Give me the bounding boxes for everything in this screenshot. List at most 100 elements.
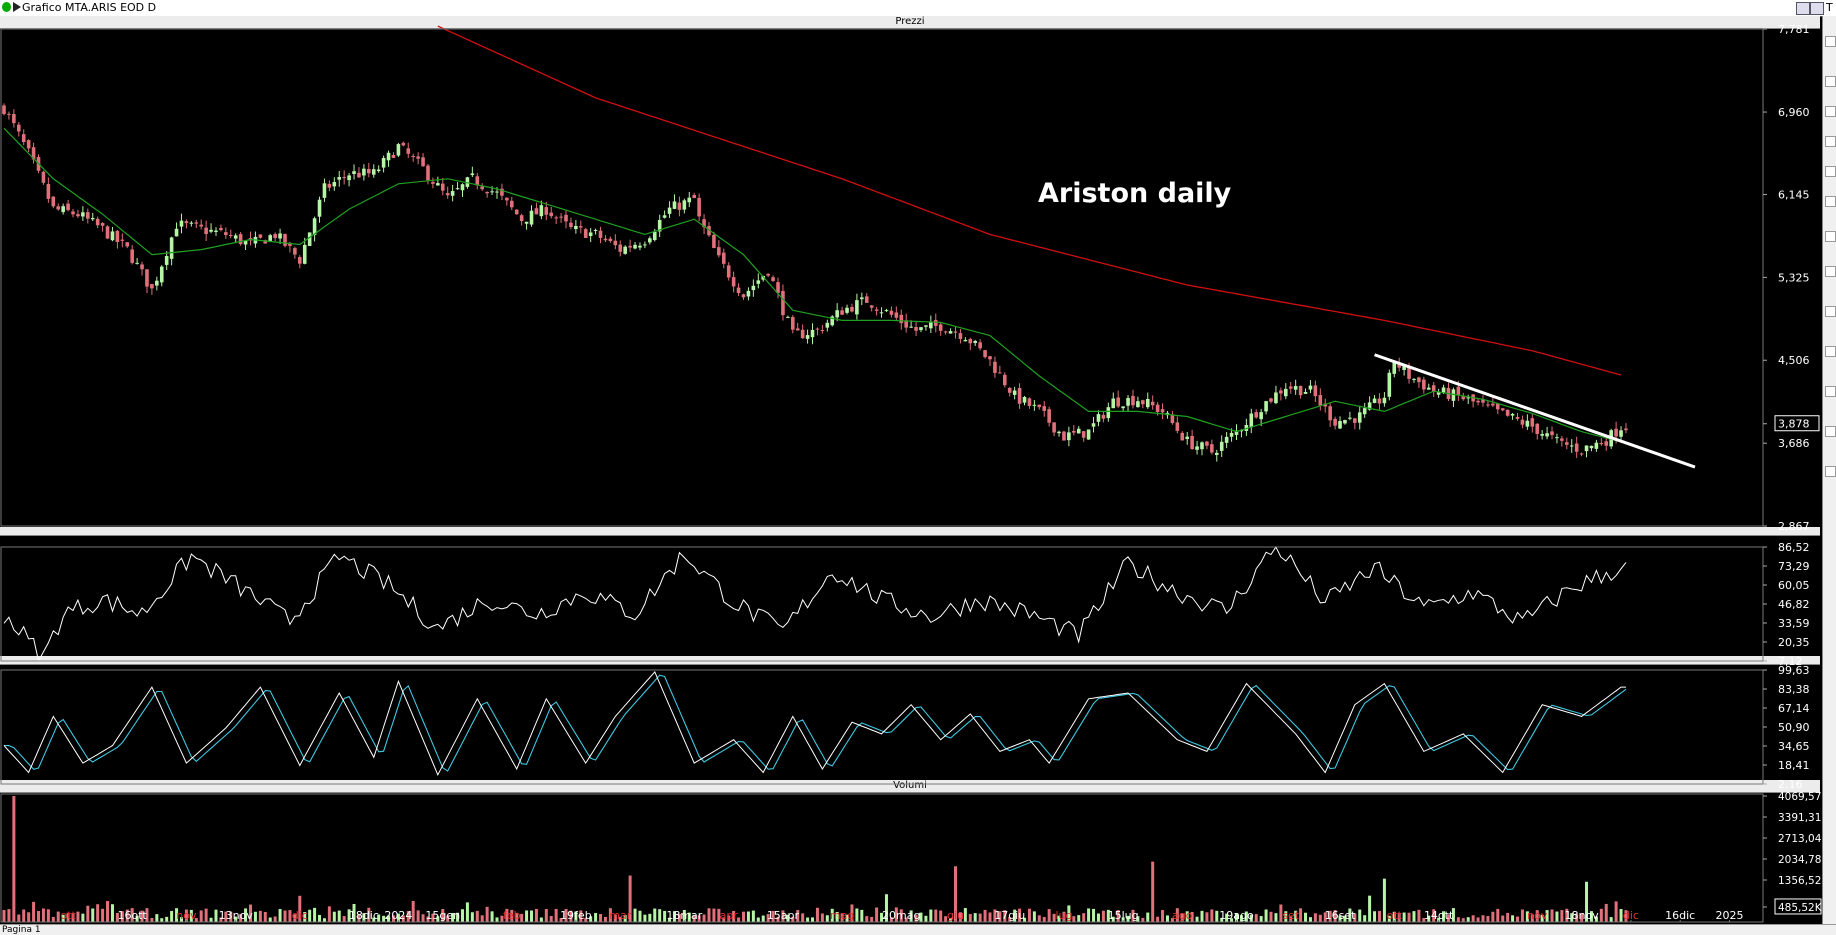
candle-body bbox=[130, 249, 134, 263]
candle-body bbox=[741, 294, 746, 298]
volume-bar bbox=[165, 916, 169, 922]
candle-body bbox=[983, 350, 987, 358]
candle-body bbox=[909, 326, 913, 328]
volume-bar bbox=[643, 914, 647, 922]
candle-body bbox=[376, 169, 381, 172]
candle-body bbox=[1614, 428, 1618, 437]
candle-body bbox=[1545, 433, 1549, 437]
x-tick-label: 20mag bbox=[882, 909, 920, 922]
volume-bar bbox=[1289, 916, 1293, 922]
candle-body bbox=[1481, 399, 1485, 403]
candle-body bbox=[978, 342, 982, 349]
candle-body bbox=[440, 183, 445, 191]
toolbar-button-6[interactable] bbox=[1825, 196, 1836, 207]
volume-bar bbox=[1353, 913, 1357, 922]
candle-body bbox=[110, 231, 115, 241]
candle-body bbox=[608, 238, 613, 242]
volume-bar bbox=[387, 915, 391, 922]
volume-bar bbox=[441, 909, 445, 922]
volume-bar bbox=[234, 916, 238, 922]
volume-panel-header[interactable]: Volumi bbox=[0, 780, 1820, 793]
candle-body bbox=[1362, 408, 1367, 415]
volume-bar bbox=[904, 917, 908, 922]
toolbar-button-13[interactable] bbox=[1825, 466, 1836, 477]
candle-body bbox=[1254, 412, 1259, 418]
volume-bar bbox=[1121, 917, 1125, 922]
osc1-panel-divider[interactable] bbox=[0, 527, 1820, 536]
candle-body bbox=[140, 264, 144, 270]
x-tick-label: nov bbox=[176, 909, 197, 922]
osc2-tick-label: 99,63 bbox=[1778, 664, 1810, 677]
app-status-icon bbox=[2, 2, 11, 12]
candle-body bbox=[421, 157, 425, 167]
volume-bar bbox=[490, 911, 494, 922]
volume-bar bbox=[944, 916, 948, 922]
chart-canvas[interactable]: 7,781 6,960 6,145 5,325 4,506 3,878 3,686 2,867… bbox=[0, 16, 1836, 924]
volume-bar bbox=[983, 909, 987, 922]
volume-bar bbox=[899, 909, 903, 922]
trendline[interactable] bbox=[1374, 353, 1696, 469]
volume-bar bbox=[1323, 912, 1327, 922]
volume-bar bbox=[653, 908, 657, 922]
toolbar-button-7[interactable] bbox=[1825, 231, 1836, 242]
candle-body bbox=[795, 328, 800, 331]
candle-body bbox=[879, 312, 884, 314]
volume-bar bbox=[1052, 913, 1056, 922]
toolbar-button-2[interactable] bbox=[1825, 76, 1836, 87]
volume-bar bbox=[1037, 915, 1041, 922]
play-arrow-icon[interactable] bbox=[13, 2, 21, 12]
minimize-button[interactable] bbox=[1796, 2, 1810, 15]
osc1-tick-label: 7,12 bbox=[1778, 655, 1803, 668]
candle-body bbox=[1456, 386, 1461, 395]
maximize-button[interactable] bbox=[1810, 2, 1824, 15]
candle-body bbox=[933, 320, 938, 326]
volume-bar bbox=[929, 909, 933, 922]
toolbar-button-4[interactable] bbox=[1825, 136, 1836, 147]
osc1-tick-label: 46,82 bbox=[1778, 598, 1810, 611]
candle-body bbox=[820, 330, 825, 332]
volume-bar bbox=[1003, 910, 1007, 922]
volume-bar bbox=[1412, 911, 1416, 922]
chart-title: Ariston daily bbox=[1038, 178, 1232, 209]
toolbar-button-5[interactable] bbox=[1825, 166, 1836, 177]
volume-bar bbox=[1308, 917, 1312, 922]
candle-body bbox=[805, 335, 810, 339]
candle-body bbox=[490, 191, 494, 193]
candle-body bbox=[90, 217, 95, 220]
candle-body bbox=[731, 277, 736, 287]
volume-bar bbox=[1087, 908, 1091, 922]
volume-bar bbox=[12, 796, 16, 922]
toolbar-button-10[interactable] bbox=[1825, 346, 1836, 357]
candle-body bbox=[1145, 398, 1150, 408]
volume-bar bbox=[968, 914, 972, 922]
toolbar-button-8[interactable] bbox=[1825, 266, 1836, 277]
volume-bar bbox=[1535, 910, 1539, 922]
volume-bar bbox=[1373, 911, 1377, 922]
candle-body bbox=[81, 212, 85, 217]
x-tick-label: ott bbox=[60, 909, 76, 922]
toolbar-button-3[interactable] bbox=[1825, 106, 1836, 117]
price-tick-label: 6,145 bbox=[1778, 188, 1810, 201]
candle-body bbox=[298, 257, 302, 264]
volume-bar bbox=[249, 904, 252, 922]
toolbar-button-9[interactable] bbox=[1825, 306, 1836, 317]
candle-body bbox=[998, 372, 1002, 374]
candle-body bbox=[529, 210, 534, 225]
candle-body bbox=[677, 202, 682, 210]
volume-bar bbox=[1451, 908, 1455, 922]
x-tick-label: 18dic bbox=[349, 909, 379, 922]
candle-body bbox=[1387, 372, 1392, 397]
osc1-tick-label: 20,35 bbox=[1778, 636, 1810, 649]
price-panel-title: Prezzi bbox=[895, 16, 925, 27]
sheet-tab[interactable]: Pagina 1 bbox=[2, 925, 41, 935]
candle-body bbox=[1214, 452, 1219, 455]
candle-body bbox=[929, 322, 933, 329]
candle-body bbox=[1219, 441, 1224, 451]
toolbar-button-12[interactable] bbox=[1825, 426, 1836, 437]
candle-body bbox=[1599, 443, 1604, 445]
toolbar-button-11[interactable] bbox=[1825, 386, 1836, 397]
toolbar-button-1[interactable] bbox=[1825, 36, 1836, 47]
price-panel bbox=[2, 25, 1696, 469]
candle-body bbox=[1357, 412, 1362, 423]
volume-bar bbox=[1604, 903, 1608, 922]
